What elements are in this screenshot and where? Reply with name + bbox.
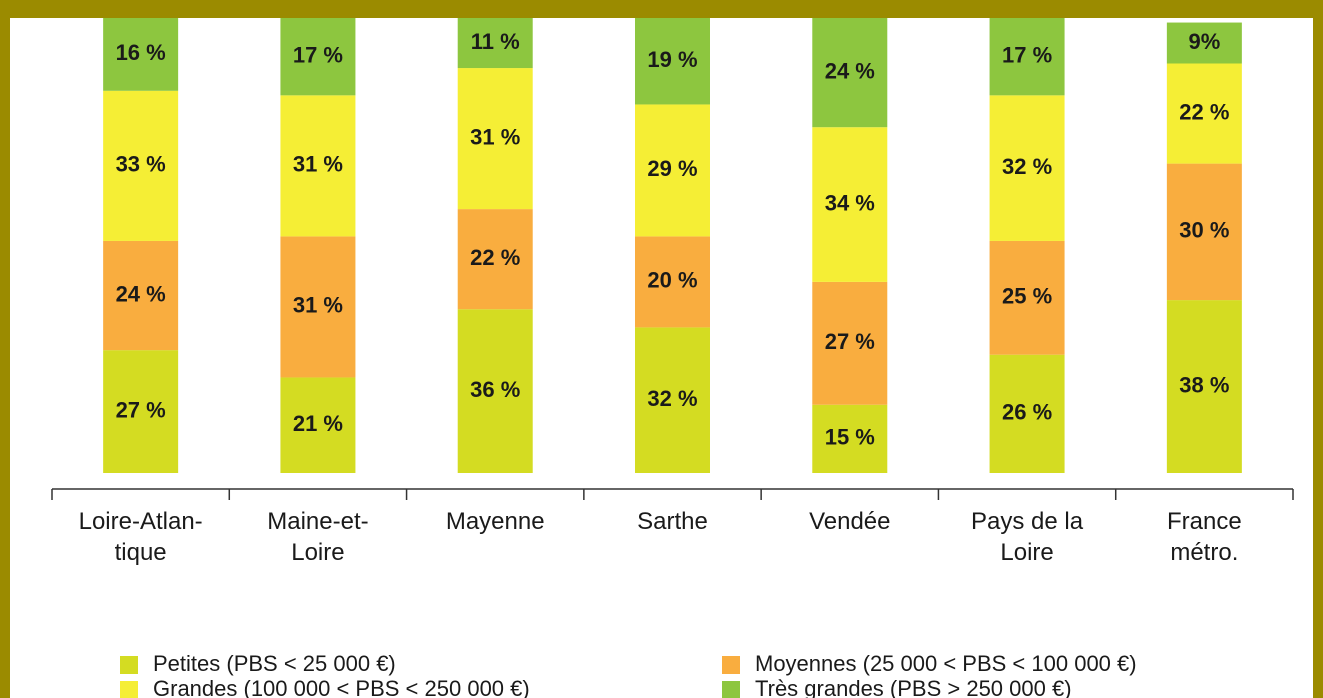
bar-segment [457, 18, 533, 69]
bar-segment [635, 104, 710, 237]
data-label: 22 % [470, 245, 520, 270]
bar-segment [635, 327, 710, 473]
legend-swatch [722, 681, 740, 698]
bar-segment [457, 68, 533, 210]
data-label: 17 % [1002, 42, 1052, 67]
bar-segment [1166, 300, 1242, 473]
data-label: 26 % [1002, 400, 1052, 425]
data-label: 15 % [825, 425, 875, 450]
x-tick-label-line: métro. [1170, 539, 1238, 566]
x-tick-label-line: Maine-et- [267, 508, 368, 535]
bar-segment [280, 377, 356, 473]
data-label: 36 % [470, 377, 520, 402]
bar-segment [280, 95, 356, 237]
bar-segment [280, 18, 356, 96]
data-label: 31 % [293, 152, 343, 177]
bar-segment [103, 18, 179, 91]
bar-segment [103, 350, 179, 473]
legend-swatch [722, 656, 740, 674]
bar-segment [989, 95, 1065, 241]
data-label: 34 % [825, 190, 875, 215]
bar-segment [280, 236, 356, 378]
x-tick-label-line: Loire-Atlan- [79, 508, 203, 535]
data-label: 11 % [471, 29, 520, 54]
data-label: 31 % [293, 293, 343, 318]
data-label: 22 % [1179, 99, 1229, 124]
x-tick-label-line: Loire [291, 539, 344, 566]
data-label: 25 % [1002, 284, 1052, 309]
bar-segment [1166, 22, 1242, 64]
bar-segment [812, 127, 888, 282]
bar-segment [989, 18, 1065, 96]
x-tick-label: France métro. [1167, 508, 1242, 566]
x-tick-label: Mayenne [446, 508, 545, 535]
legend-swatch [120, 656, 138, 674]
x-tick-label: Sarthe [637, 508, 708, 535]
data-label: 21 % [293, 411, 343, 436]
data-label: 38 % [1179, 372, 1229, 397]
bar-segment [989, 240, 1065, 355]
right-border [1313, 0, 1323, 698]
bar-segment [635, 236, 710, 328]
x-tick-label-line: Vendée [809, 508, 890, 535]
data-label: 19 % [647, 47, 697, 72]
data-label: 20 % [647, 268, 697, 293]
x-tick-label: Vendée [809, 508, 890, 535]
bar-segment [103, 90, 179, 241]
data-label: 27 % [825, 329, 875, 354]
legend-label: Grandes (100 000 < PBS < 250 000 €) [153, 676, 530, 698]
bar-segment [635, 18, 710, 105]
legend-label: Petites (PBS < 25 000 €) [153, 651, 396, 676]
x-tick-label-line: Pays de la [971, 508, 1084, 535]
x-tick-label: Maine-et- Loire [267, 508, 368, 566]
data-label: 16 % [116, 40, 166, 65]
bar-segment [812, 404, 888, 473]
data-label: 24 % [116, 281, 166, 306]
data-label: 17 % [293, 42, 343, 67]
data-label: 33 % [116, 152, 166, 177]
bar-segment [812, 281, 888, 405]
data-label: 30 % [1179, 218, 1229, 243]
x-tick-label-line: France [1167, 508, 1242, 535]
bar-segment [812, 18, 888, 128]
bar-segment [103, 240, 179, 351]
x-tick-label-line: Mayenne [446, 508, 545, 535]
bar-segment [1166, 63, 1242, 164]
legend-label: Très grandes (PBS > 250 000 €) [755, 676, 1072, 698]
top-border [0, 0, 1323, 18]
bar-segment [989, 354, 1065, 473]
x-tick-label: Loire-Atlan-tique [79, 508, 203, 566]
bar-segment [457, 209, 533, 310]
x-tick-label-line: tique [115, 539, 167, 566]
bar-segment [1166, 163, 1242, 301]
x-tick-label: Pays de la Loire [971, 508, 1084, 566]
data-label: 27 % [116, 397, 166, 422]
legend-label: Moyennes (25 000 < PBS < 100 000 €) [755, 651, 1137, 676]
left-border [0, 0, 10, 698]
x-tick-label-line: Loire [1000, 539, 1053, 566]
x-tick-label-line: Sarthe [637, 508, 708, 535]
data-label: 32 % [647, 386, 697, 411]
legend-swatch [120, 681, 138, 698]
data-label: 29 % [647, 156, 697, 181]
data-label: 9% [1188, 29, 1220, 54]
bar-segment [457, 309, 533, 473]
data-label: 31 % [470, 124, 520, 149]
data-label: 32 % [1002, 154, 1052, 179]
data-label: 24 % [825, 58, 875, 83]
